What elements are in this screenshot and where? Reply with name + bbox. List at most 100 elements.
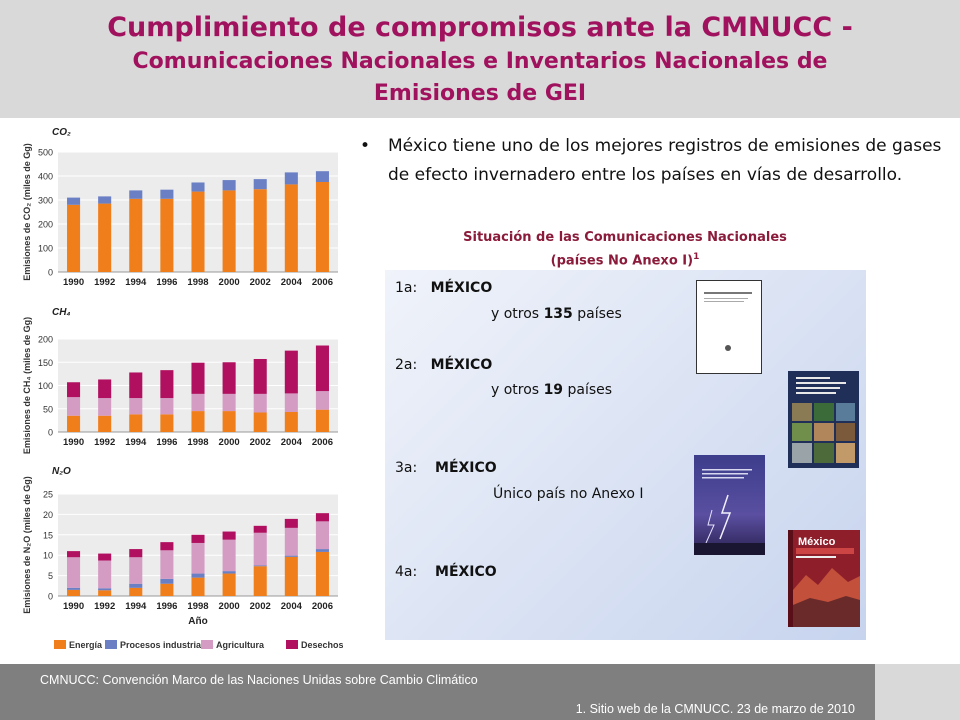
situation-title: Situación de las Comunicaciones Nacional…	[463, 230, 787, 245]
chart3-y-tick-label: 0	[48, 592, 53, 602]
chart3-bar-procesos-industriales-2002	[253, 565, 267, 567]
chart2-bar-desechos-1996	[160, 370, 174, 399]
chart2-y-tick-label: 200	[38, 335, 53, 345]
chart2-bar-desechos-2004	[284, 350, 298, 394]
chart2-bar-energ-a-1996	[160, 414, 174, 432]
item1-tag: 1a:	[395, 280, 418, 296]
chart1-x-tick-label: 1992	[94, 277, 115, 288]
item3-note: Único país no Anexo I	[493, 486, 644, 502]
chart2-bar-desechos-1990	[67, 382, 81, 398]
book4-title: México	[798, 536, 836, 548]
chart3-x-tick-label: 2000	[219, 601, 240, 612]
chart3-bar-desechos-2000	[222, 531, 236, 540]
chart3-bar-energ-a-1996	[160, 583, 174, 596]
item1-prefix: y otros	[491, 306, 540, 322]
chart1-y-tick-label: 400	[38, 172, 53, 182]
chart2-x-tick-label: 1994	[125, 437, 147, 448]
footnote-mark: 1	[693, 252, 700, 262]
chart2-bar-agricultura-1990	[67, 397, 81, 416]
page-title-line3: Emisiones de GEI	[373, 81, 587, 106]
chart2-y-tick-label: 50	[43, 404, 53, 414]
chart3-bar-desechos-1992	[98, 553, 112, 561]
legend-label-1: Energía	[69, 640, 103, 650]
chart3-bar-agricultura-1992	[98, 560, 112, 589]
item3-tag: 3a:	[395, 460, 418, 476]
chart1-x-tick-label: 1990	[63, 277, 84, 288]
chart2-bar-agricultura-1992	[98, 398, 112, 416]
chart2-bar-agricultura-2000	[222, 393, 236, 412]
chart1-x-tick-label: 1998	[187, 277, 208, 288]
chart2-bar-agricultura-1998	[191, 393, 205, 412]
chart3-bar-energ-a-2002	[253, 566, 267, 596]
chart3-bar-agricultura-1998	[191, 542, 205, 574]
chart2-bar-energ-a-1998	[191, 411, 205, 432]
book-cover-2	[788, 371, 859, 468]
item1-country: MÉXICO	[430, 280, 493, 296]
chart3-bar-energ-a-2004	[284, 556, 298, 596]
chart3-y-tick-label: 15	[43, 530, 53, 540]
footer-corner	[875, 664, 960, 720]
chart3-bar-desechos-2006	[315, 513, 329, 522]
book-cover-3	[694, 455, 765, 555]
chart3-bar-agricultura-2006	[315, 521, 329, 550]
chart3-bar-procesos-industriales-1998	[191, 573, 205, 578]
chart1-x-tick-label: 2006	[312, 277, 333, 288]
chart1-bar-procesos-industriales-2006	[315, 171, 329, 182]
chart3-bar-desechos-2002	[253, 525, 267, 533]
situation-subtitle-text: (países No Anexo I)	[550, 253, 694, 269]
bullet-dot: •	[360, 136, 371, 156]
item2-country: MÉXICO	[430, 357, 493, 373]
legend-swatch-3	[201, 640, 213, 649]
legend-swatch-2	[105, 640, 117, 649]
chart3-xlabel: Año	[188, 616, 207, 627]
page-title-line2: Comunicaciones Nacionales e Inventarios …	[132, 49, 828, 74]
chart2-bar-agricultura-2004	[284, 393, 298, 413]
chart3-x-tick-label: 1992	[94, 601, 115, 612]
chart3-x-tick-label: 1990	[63, 601, 84, 612]
chart3-title: N₂O	[52, 466, 71, 477]
item2-header: 2a: MÉXICO	[395, 356, 492, 374]
chart2-x-tick-label: 2000	[219, 437, 240, 448]
chart2-bar-desechos-2006	[315, 345, 329, 392]
footer-bar	[0, 664, 875, 720]
chart2-bar-desechos-1992	[98, 379, 112, 399]
chart2-bar-energ-a-1992	[98, 415, 112, 432]
chart1-bar-procesos-industriales-1996	[160, 189, 174, 199]
chart1-bar-energ-a-1994	[129, 198, 143, 272]
chart1-bar-energ-a-1990	[67, 204, 81, 272]
chart3-bar-procesos-industriales-1996	[160, 578, 174, 584]
chart1-x-tick-label: 1996	[156, 277, 177, 288]
footer-source: 1. Sitio web de la CMNUCC. 23 de marzo d…	[575, 702, 855, 716]
item2-suffix: países	[567, 382, 613, 398]
chart1-bar-procesos-industriales-2004	[284, 172, 298, 185]
header-bar	[0, 0, 960, 118]
chart1-bar-procesos-industriales-2002	[253, 179, 267, 190]
legend-label-3: Agricultura	[216, 640, 265, 650]
chart3-x-tick-label: 2004	[281, 601, 303, 612]
chart2-bar-energ-a-2006	[315, 409, 329, 432]
item4-header: 4a: MÉXICO	[395, 563, 497, 581]
chart1-bar-energ-a-2006	[315, 182, 329, 272]
chart2-x-tick-label: 1990	[63, 437, 84, 448]
chart1-y-tick-label: 0	[48, 268, 53, 278]
item2-tag: 2a:	[395, 357, 418, 373]
chart2-ylabel: Emisiones de CH₄ (miles de Gg)	[22, 317, 32, 454]
chart3-bar-agricultura-1990	[67, 557, 81, 588]
chart3-bar-procesos-industriales-1990	[67, 587, 81, 590]
chart3-bar-desechos-1996	[160, 542, 174, 551]
item2-count: 19	[543, 382, 564, 398]
item2-detail: y otros 19 países	[491, 381, 612, 399]
chart3-x-tick-label: 1996	[156, 601, 177, 612]
chart3-x-tick-label: 2006	[312, 601, 333, 612]
chart3-bar-procesos-industriales-1992	[98, 588, 112, 591]
chart3-bar-desechos-2004	[284, 518, 298, 528]
legend-swatch-4	[286, 640, 298, 649]
chart3-bar-agricultura-1996	[160, 550, 174, 579]
chart2-bar-energ-a-1994	[129, 414, 143, 432]
chart2-y-tick-label: 150	[38, 358, 53, 368]
chart2-bar-energ-a-2004	[284, 412, 298, 432]
chart1-x-tick-label: 2002	[250, 277, 271, 288]
legend-label-2: Procesos industriales	[120, 640, 214, 650]
item1-count: 135	[543, 306, 573, 322]
